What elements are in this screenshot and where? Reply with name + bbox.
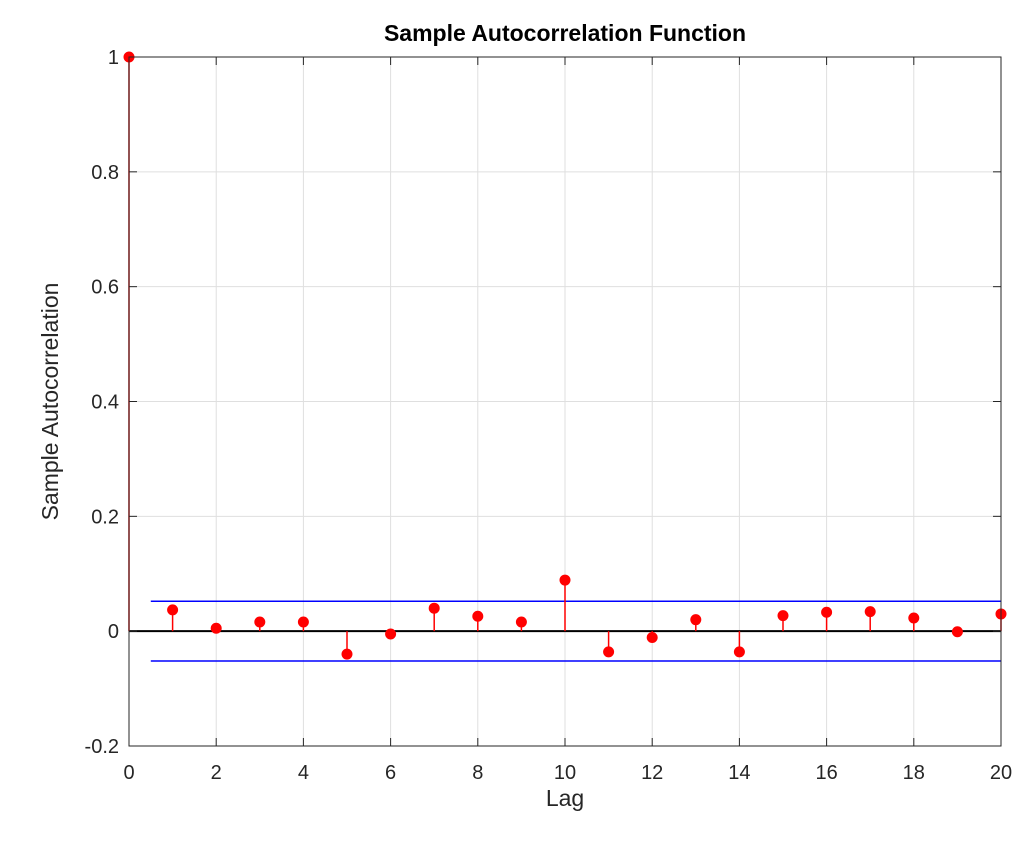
stem-marker <box>428 602 440 614</box>
stem-marker <box>777 610 789 622</box>
stem-marker <box>472 610 484 622</box>
y-tick-label: 0.4 <box>91 392 119 414</box>
axis-ticks: 0 2 4 6 8 10 12 14 16 18 20-0.200.20.40.60.81 <box>85 47 1013 784</box>
stem-marker <box>167 604 179 616</box>
stem-marker <box>559 574 571 586</box>
x-tick-label: 4 <box>298 762 309 784</box>
x-tick-label: 6 <box>385 762 396 784</box>
stem-marker <box>385 628 397 640</box>
confidence-bounds <box>150 600 1001 662</box>
stem-marker <box>908 612 920 624</box>
x-tick-label: 14 <box>728 762 750 784</box>
stem-marker <box>254 616 266 628</box>
stem-marker <box>864 606 876 618</box>
x-tick-label: 16 <box>815 762 837 784</box>
stem-marker <box>603 646 615 658</box>
stem-marker <box>341 648 353 660</box>
y-tick-label: 0.2 <box>91 506 119 528</box>
stem-marker <box>210 622 222 634</box>
x-tick-label: 8 <box>472 762 483 784</box>
stem-marker <box>646 631 658 643</box>
x-tick-label: 18 <box>903 762 925 784</box>
x-tick-label: 0 <box>123 762 134 784</box>
y-tick-label: 1 <box>108 47 119 69</box>
y-axis-label: Sample Autocorrelation <box>37 283 63 521</box>
x-axis-label: Lag <box>546 785 584 811</box>
y-tick-label: 0.8 <box>91 162 119 184</box>
stem-marker <box>951 626 963 638</box>
stem-marker <box>297 616 309 628</box>
chart-title: Sample Autocorrelation Function <box>384 20 746 46</box>
y-tick-label: -0.2 <box>85 736 119 758</box>
stem-marker <box>690 614 702 626</box>
x-tick-label: 12 <box>641 762 663 784</box>
x-tick-label: 20 <box>990 762 1012 784</box>
y-tick-label: 0.6 <box>91 277 119 299</box>
stem-marker <box>515 616 527 628</box>
stem-marker <box>821 606 833 618</box>
stem-marker <box>733 646 745 658</box>
x-tick-label: 2 <box>211 762 222 784</box>
x-tick-label: 10 <box>554 762 576 784</box>
y-tick-label: 0 <box>108 621 119 643</box>
